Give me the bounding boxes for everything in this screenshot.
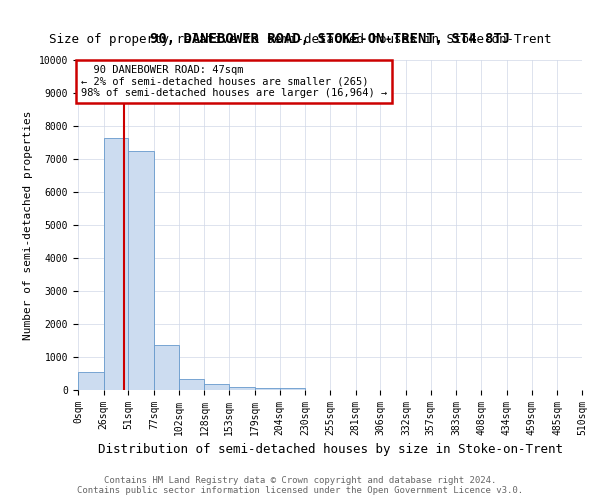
Bar [78,372,104,390]
Bar [154,346,179,390]
Bar [280,388,305,390]
Title: 90, DANEBOWER ROAD, STOKE-ON-TRENT, ST4 8TJ: 90, DANEBOWER ROAD, STOKE-ON-TRENT, ST4 … [150,32,510,46]
X-axis label: Distribution of semi-detached houses by size in Stoke-on-Trent: Distribution of semi-detached houses by … [97,444,563,456]
Bar [179,380,205,390]
Bar [104,138,128,390]
Bar [229,386,255,390]
Bar [255,388,280,390]
Bar [205,384,229,390]
Y-axis label: Number of semi-detached properties: Number of semi-detached properties [23,110,34,340]
Bar [128,151,154,390]
Text: 90 DANEBOWER ROAD: 47sqm
← 2% of semi-detached houses are smaller (265)
98% of s: 90 DANEBOWER ROAD: 47sqm ← 2% of semi-de… [81,65,387,98]
Text: Size of property relative to semi-detached houses in Stoke-on-Trent: Size of property relative to semi-detach… [49,32,551,46]
Text: Contains HM Land Registry data © Crown copyright and database right 2024.
Contai: Contains HM Land Registry data © Crown c… [77,476,523,495]
